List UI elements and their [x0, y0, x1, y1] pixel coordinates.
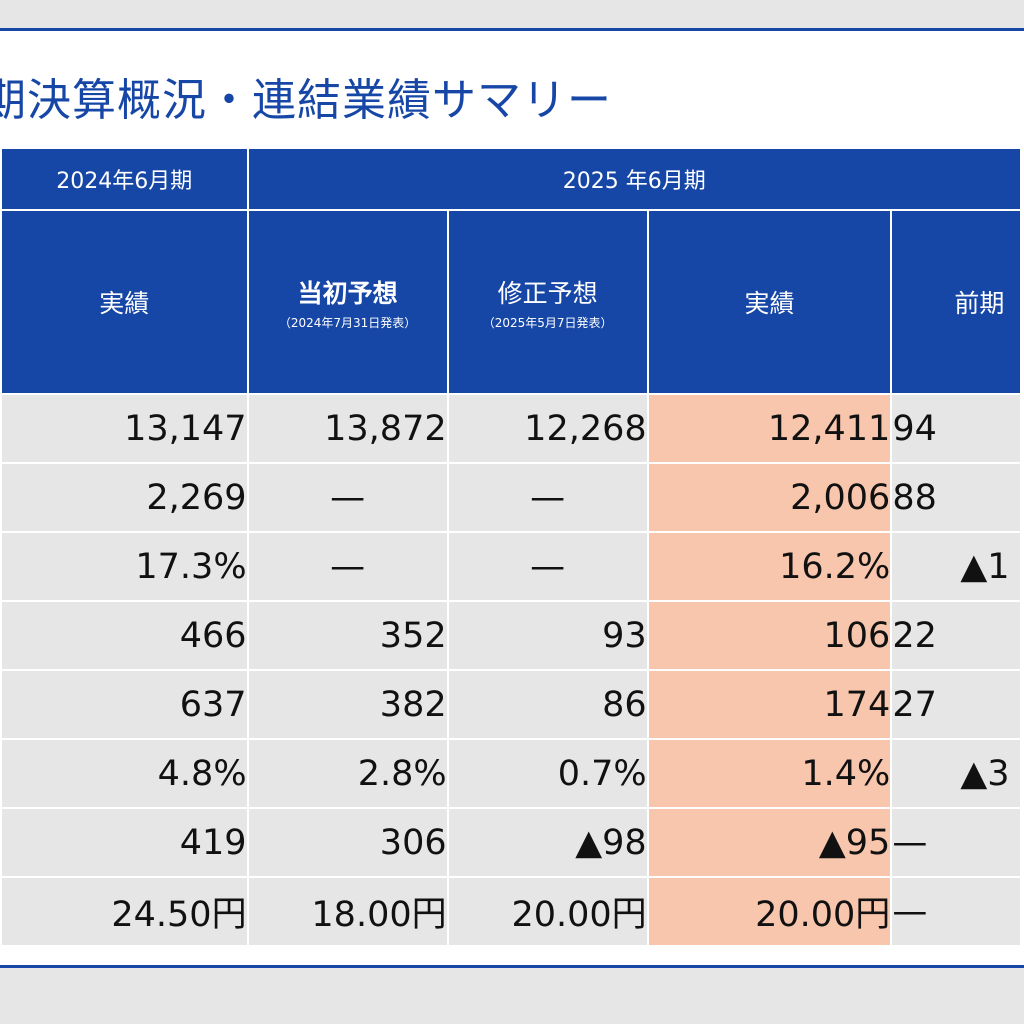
- cell-prev-actual: 637: [0, 669, 249, 740]
- cell-yoy: 94: [890, 393, 1022, 464]
- cell-yoy: —: [890, 876, 1022, 947]
- cell-curr-actual: 106: [646, 600, 893, 671]
- cell-prev-actual: 17.3%: [0, 531, 249, 602]
- fiscal-year-2024-header: 2024年6月期: [0, 147, 249, 211]
- table-row: 24.50円 18.00円 20.00円 20.00円 —: [0, 876, 1022, 947]
- cell-prev-actual: 13,147: [0, 393, 249, 464]
- cell-curr-actual: 1.4%: [646, 738, 893, 809]
- col-header-curr-actual: 実績: [646, 209, 893, 395]
- cell-yoy: ▲1: [890, 531, 1022, 602]
- cell-yoy: ▲3: [890, 738, 1022, 809]
- cell-prev-actual: 466: [0, 600, 249, 671]
- cell-yoy: 88: [890, 462, 1022, 533]
- cell-initial-forecast: 306: [246, 807, 449, 878]
- cell-initial-forecast: 2.8%: [246, 738, 449, 809]
- table-row: 637 382 86 174 27: [0, 669, 1022, 740]
- fiscal-year-2025-header: 2025 年6月期: [246, 147, 1023, 211]
- fiscal-year-header-row: 2024年6月期 2025 年6月期: [0, 147, 1023, 211]
- col-header-prev-actual: 実績: [0, 209, 249, 395]
- cell-prev-actual: 4.8%: [0, 738, 249, 809]
- cell-initial-forecast: 352: [246, 600, 449, 671]
- cell-revised-forecast: 86: [446, 669, 649, 740]
- col-header-revised-forecast: 修正予想 （2025年5月7日発表）: [446, 209, 649, 395]
- col-header-yoy: 前期: [890, 209, 1022, 395]
- cell-curr-actual: ▲95: [646, 807, 893, 878]
- cell-curr-actual: 174: [646, 669, 893, 740]
- table-row: 419 306 ▲98 ▲95 —: [0, 807, 1022, 878]
- cell-initial-forecast: —: [246, 462, 449, 533]
- cell-curr-actual: 16.2%: [646, 531, 893, 602]
- cell-revised-forecast: 0.7%: [446, 738, 649, 809]
- cell-prev-actual: 419: [0, 807, 249, 878]
- table-row: 4.8% 2.8% 0.7% 1.4% ▲3: [0, 738, 1022, 809]
- cell-initial-forecast: 382: [246, 669, 449, 740]
- cell-curr-actual: 2,006: [646, 462, 893, 533]
- column-header-row: 実績 当初予想 （2024年7月31日発表） 修正予想 （2025年5月7日発表…: [0, 209, 1022, 395]
- table-row: 13,147 13,872 12,268 12,411 94: [0, 393, 1022, 464]
- cell-initial-forecast: 13,872: [246, 393, 449, 464]
- cell-initial-forecast: —: [246, 531, 449, 602]
- cell-revised-forecast: 93: [446, 600, 649, 671]
- cell-yoy: —: [890, 807, 1022, 878]
- cell-revised-forecast: ▲98: [446, 807, 649, 878]
- cell-revised-forecast: —: [446, 462, 649, 533]
- cell-revised-forecast: —: [446, 531, 649, 602]
- cell-yoy: 22: [890, 600, 1022, 671]
- cell-initial-forecast: 18.00円: [246, 876, 449, 947]
- slide: 期決算概況・連結業績サマリー 2024年6月期 2025 年6月期 実績: [0, 28, 1024, 968]
- table-row: 466 352 93 106 22: [0, 600, 1022, 671]
- table-row: 17.3% — — 16.2% ▲1: [0, 531, 1022, 602]
- results-summary-table: 2024年6月期 2025 年6月期 実績 当初予想 （2024年7月31日発表…: [0, 147, 1023, 947]
- cell-prev-actual: 2,269: [0, 462, 249, 533]
- cell-curr-actual: 12,411: [646, 393, 893, 464]
- cell-yoy: 27: [890, 669, 1022, 740]
- table-row: 2,269 — — 2,006 88: [0, 462, 1022, 533]
- cell-revised-forecast: 12,268: [446, 393, 649, 464]
- slide-title: 期決算概況・連結業績サマリー: [0, 75, 612, 126]
- cell-revised-forecast: 20.00円: [446, 876, 649, 947]
- cell-curr-actual: 20.00円: [646, 876, 893, 947]
- col-header-initial-forecast: 当初予想 （2024年7月31日発表）: [246, 209, 449, 395]
- cell-prev-actual: 24.50円: [0, 876, 249, 947]
